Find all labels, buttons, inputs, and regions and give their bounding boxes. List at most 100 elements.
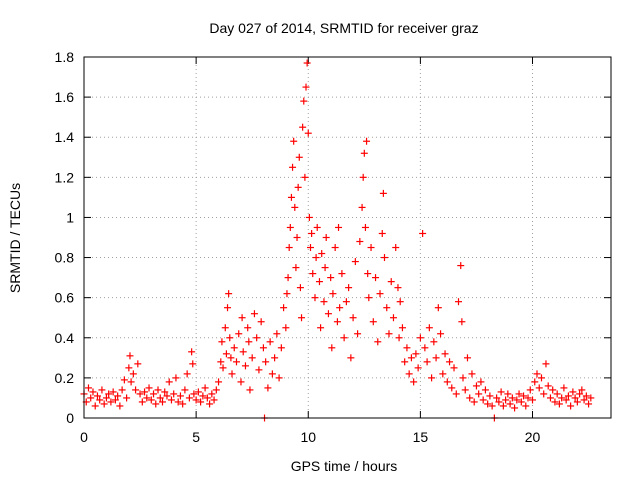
data-point — [120, 376, 128, 384]
data-point — [470, 398, 478, 406]
data-point — [522, 402, 530, 410]
data-point — [309, 270, 317, 278]
data-point — [358, 203, 366, 211]
data-point — [515, 390, 523, 398]
data-point — [450, 364, 458, 372]
y-axis-label: SRMTID / TECUs — [7, 183, 23, 293]
data-point — [416, 334, 424, 342]
data-point — [282, 324, 290, 332]
data-point — [359, 173, 367, 181]
chart-title: Day 027 of 2014, SRMTID for receiver gra… — [209, 20, 478, 36]
data-point — [181, 386, 189, 394]
data-point — [342, 298, 350, 306]
data-point — [526, 386, 534, 394]
data-point — [477, 378, 485, 386]
data-point — [170, 390, 178, 398]
data-point — [141, 388, 149, 396]
data-point — [475, 390, 483, 398]
data-point — [118, 386, 126, 394]
data-point — [208, 390, 216, 398]
data-point — [224, 304, 232, 312]
data-point — [502, 396, 510, 404]
data-point — [347, 354, 355, 362]
data-point — [100, 400, 108, 408]
data-point — [345, 284, 353, 292]
data-point — [192, 396, 200, 404]
data-point — [551, 398, 559, 406]
data-point — [564, 392, 572, 400]
x-axis-label: GPS time / hours — [291, 458, 398, 474]
data-point — [238, 314, 246, 322]
data-point — [183, 370, 191, 378]
data-point — [385, 330, 393, 338]
data-point — [546, 394, 554, 402]
data-point — [222, 350, 230, 358]
data-point — [389, 314, 397, 322]
data-points — [80, 59, 595, 422]
data-point — [582, 392, 590, 400]
data-point — [291, 203, 299, 211]
data-point — [189, 360, 197, 368]
axis-ticks: 0 0.2 0.4 0.6 0.8 1 1.2 1.4 1.6 1.8 0 5 10 15 20 — [55, 49, 611, 445]
data-point — [504, 390, 512, 398]
data-point — [93, 392, 101, 400]
data-point — [295, 153, 303, 161]
data-point — [244, 324, 252, 332]
data-point — [165, 378, 173, 386]
data-point — [255, 366, 263, 374]
y-tick-label: 1.8 — [55, 49, 75, 65]
data-point — [217, 358, 225, 366]
data-point — [313, 223, 321, 231]
data-point — [560, 384, 568, 392]
data-point — [395, 334, 403, 342]
data-point — [484, 400, 492, 408]
data-point — [285, 244, 293, 252]
data-point — [383, 304, 391, 312]
data-point — [296, 284, 304, 292]
data-point — [495, 398, 503, 406]
data-point — [472, 382, 480, 390]
data-point — [275, 374, 283, 382]
data-point — [129, 370, 137, 378]
data-point — [154, 386, 162, 394]
data-point — [235, 330, 243, 338]
data-point — [410, 378, 418, 386]
x-tick-label: 20 — [525, 429, 541, 445]
data-point — [529, 396, 537, 404]
data-point — [567, 402, 575, 410]
data-point — [277, 344, 285, 352]
data-point — [486, 392, 494, 400]
data-point — [365, 294, 373, 302]
data-point — [398, 324, 406, 332]
data-point — [250, 310, 258, 318]
data-point — [91, 402, 99, 410]
data-point — [241, 362, 249, 370]
data-point — [308, 229, 316, 237]
plot-frame — [83, 56, 612, 419]
data-point — [210, 396, 218, 404]
data-point — [499, 402, 507, 410]
x-tick-label: 0 — [80, 429, 88, 445]
data-point — [425, 324, 433, 332]
data-point — [446, 358, 454, 366]
data-point — [466, 394, 474, 402]
data-point — [363, 137, 371, 145]
data-point — [268, 370, 276, 378]
data-point — [338, 270, 346, 278]
data-point — [379, 189, 387, 197]
data-point — [111, 396, 119, 404]
data-point — [327, 274, 335, 282]
data-point — [452, 390, 460, 398]
data-point — [271, 354, 279, 362]
data-point — [136, 390, 144, 398]
data-point — [212, 386, 220, 394]
data-point — [535, 384, 543, 392]
data-point — [246, 386, 254, 394]
data-point — [280, 304, 288, 312]
data-point — [96, 396, 104, 404]
data-point — [580, 396, 588, 404]
data-point — [302, 83, 310, 91]
data-point — [437, 330, 445, 338]
data-point — [381, 254, 389, 262]
